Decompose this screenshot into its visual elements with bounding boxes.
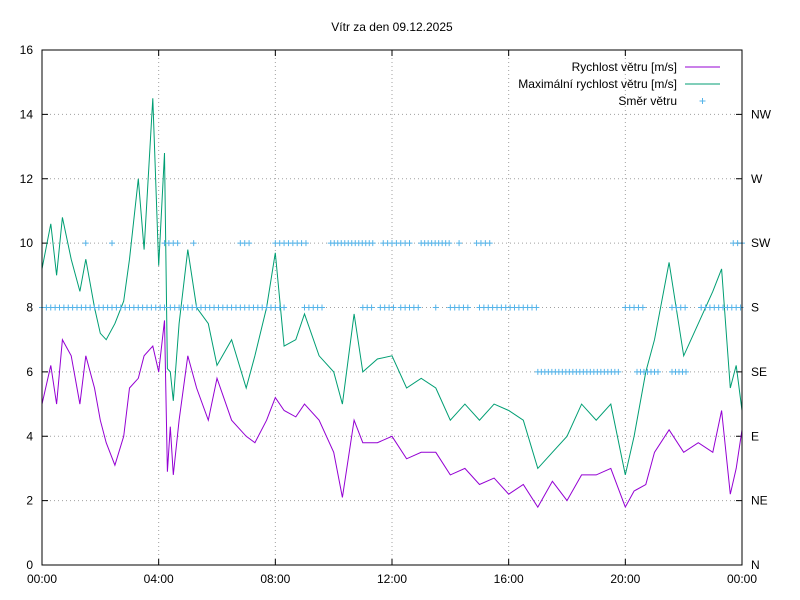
x-tick-label: 16:00	[494, 572, 524, 586]
direction-point	[486, 240, 493, 247]
direction-point	[683, 368, 689, 375]
y2-tick-label: N	[751, 558, 760, 572]
y-tick-label: 10	[20, 236, 34, 250]
y-tick-label: 2	[26, 494, 33, 508]
plot-border	[41, 49, 743, 566]
series-line-1	[41, 98, 743, 476]
y-tick-label: 8	[26, 301, 33, 315]
direction-point	[615, 368, 622, 375]
legend-label-0: Rychlost větru [m/s]	[572, 60, 677, 74]
chart-title: Vítr za den 09.12.2025	[331, 20, 453, 34]
x-tick-label: 00:00	[727, 572, 757, 586]
y2-tick-label: E	[751, 429, 759, 443]
y-tick-label: 16	[20, 43, 34, 57]
direction-point	[464, 304, 471, 311]
direction-point	[533, 304, 540, 311]
direction-point	[432, 304, 439, 311]
direction-point	[161, 304, 168, 311]
direction-point	[406, 240, 413, 247]
legend-label-1: Maximální rychlost větru [m/s]	[518, 77, 677, 91]
direction-point	[190, 240, 197, 247]
legend-label-2: Směr větru	[618, 94, 677, 108]
y2-tick-label: NE	[751, 494, 768, 508]
direction-point	[415, 304, 422, 311]
series-points-2	[39, 240, 745, 375]
direction-point	[682, 304, 689, 311]
y2-tick-label: S	[751, 301, 759, 315]
axes: 0 2 4 6 8 10 12 14 16 N NE E SE S SW W NW 00:00 04:00 08:00…	[20, 43, 772, 586]
x-tick-label: 20:00	[610, 572, 640, 586]
series-layer	[39, 98, 745, 509]
y-tick-label: 0	[26, 558, 33, 572]
y-tick-label: 4	[26, 429, 33, 443]
direction-point	[319, 304, 325, 311]
direction-point	[639, 304, 646, 311]
direction-point	[369, 240, 376, 247]
y2-tick-label: SE	[751, 365, 767, 379]
direction-point	[390, 304, 397, 311]
direction-point	[246, 240, 253, 247]
direction-point	[82, 240, 89, 247]
direction-point	[456, 240, 463, 247]
legend-swatch-2	[699, 98, 706, 104]
y2-tick-label: W	[751, 172, 763, 186]
y-tick-label: 12	[20, 172, 34, 186]
direction-point	[655, 368, 661, 375]
direction-point	[174, 240, 181, 247]
y-tick-label: 14	[20, 107, 34, 121]
direction-point	[446, 240, 453, 247]
x-tick-label: 04:00	[144, 572, 174, 586]
y2-tick-label: NW	[751, 107, 772, 121]
direction-point	[302, 240, 309, 247]
legend: Rychlost větru [m/s] Maximální rychlost v…	[518, 60, 720, 108]
x-tick-label: 08:00	[260, 572, 290, 586]
y-tick-label: 6	[26, 365, 33, 379]
direction-point	[281, 304, 288, 311]
y2-tick-label: SW	[751, 236, 771, 250]
direction-point	[109, 240, 115, 247]
series-line-0	[41, 320, 743, 509]
x-tick-label: 12:00	[377, 572, 407, 586]
direction-point	[737, 304, 744, 311]
direction-point	[368, 304, 375, 311]
x-tick-label: 00:00	[27, 572, 57, 586]
